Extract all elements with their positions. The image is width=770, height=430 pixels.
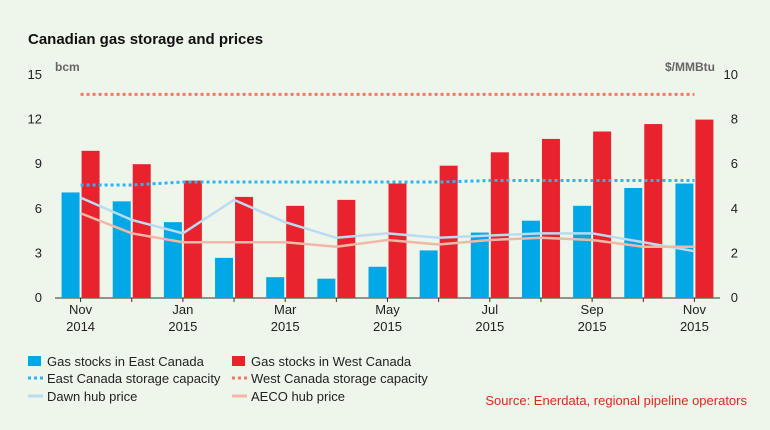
y-right-tick-label: 10 [724, 67, 738, 82]
x-tick-label: Mar [274, 302, 297, 317]
bar-east-canada [317, 278, 336, 298]
legend-swatch-east-stocks [28, 356, 41, 366]
bar-west-canada [81, 150, 100, 298]
bar-west-canada [593, 131, 612, 298]
bar-east-canada [61, 192, 80, 298]
legend-label: Dawn hub price [47, 389, 137, 404]
x-tick-label: Jul [481, 302, 498, 317]
x-tick-label: Nov [683, 302, 707, 317]
bar-west-canada [183, 180, 202, 298]
bar-east-canada [112, 201, 131, 298]
bar-west-canada [286, 205, 305, 298]
legend-label: Gas stocks in West Canada [251, 354, 412, 369]
bar-west-canada [235, 196, 254, 298]
bar-west-canada [490, 152, 509, 298]
x-tick-label: Jan [172, 302, 193, 317]
legend-label: East Canada storage capacity [47, 371, 221, 386]
bar-west-canada [132, 164, 151, 298]
chart-title: Canadian gas storage and prices [28, 31, 263, 48]
x-tick-label: 2015 [168, 319, 197, 334]
east-capacity-line [80, 179, 695, 187]
y-right-tick-label: 4 [731, 201, 738, 216]
x-tick-label: Nov [69, 302, 93, 317]
y-left-tick-label: 9 [35, 156, 42, 171]
source-note: Source: Enerdata, regional pipeline oper… [485, 393, 747, 408]
y-right-tick-label: 0 [731, 290, 738, 305]
bar-east-canada [573, 205, 592, 298]
left-axis-unit: bcm [55, 60, 80, 74]
y-left-tick-label: 6 [35, 201, 42, 216]
y-right-tick-label: 2 [731, 245, 738, 260]
x-tick-label: 2015 [578, 319, 607, 334]
y-right-tick-label: 6 [731, 156, 738, 171]
x-tick-label: 2014 [66, 319, 95, 334]
bar-west-canada [644, 124, 663, 298]
bar-east-canada [624, 187, 643, 298]
x-tick-label: 2015 [373, 319, 402, 334]
legend-label: Gas stocks in East Canada [47, 354, 205, 369]
y-right-tick-label: 8 [731, 112, 738, 127]
x-tick-label: 2015 [475, 319, 504, 334]
aeco-hub-price-line [80, 212, 695, 248]
bar-east-canada [368, 266, 387, 298]
y-left-tick-label: 12 [28, 112, 42, 127]
y-left-tick-label: 0 [35, 290, 42, 305]
bar-east-canada [419, 250, 438, 298]
bar-east-canada [675, 183, 694, 298]
legend-swatch-west-stocks [232, 356, 245, 366]
x-tick-label: May [375, 302, 400, 317]
bar-west-canada [439, 165, 458, 298]
bar-west-canada [695, 119, 714, 298]
x-tick-label: 2015 [680, 319, 709, 334]
bar-west-canada [541, 138, 560, 298]
bar-east-canada [521, 220, 540, 298]
x-tick-label: Sep [581, 302, 604, 317]
right-axis-unit: $/MMBtu [665, 60, 715, 74]
bar-west-canada [337, 199, 356, 298]
legend: Gas stocks in East Canada Gas stocks in W… [28, 354, 428, 404]
bar-east-canada [470, 232, 489, 298]
legend-label: West Canada storage capacity [251, 371, 428, 386]
legend-label: AECO hub price [251, 389, 345, 404]
bar-east-canada [215, 257, 234, 298]
plot-area: 0 3 6 9 12 15 0 2 4 6 8 10 Nov 2014 Jan 2015 Mar 2015 May 2… [28, 67, 738, 334]
x-tick-label: 2015 [271, 319, 300, 334]
y-left-tick-label: 15 [28, 67, 42, 82]
y-left-tick-label: 3 [35, 245, 42, 260]
dawn-hub-price-line [80, 196, 695, 253]
bar-east-canada [266, 277, 285, 298]
